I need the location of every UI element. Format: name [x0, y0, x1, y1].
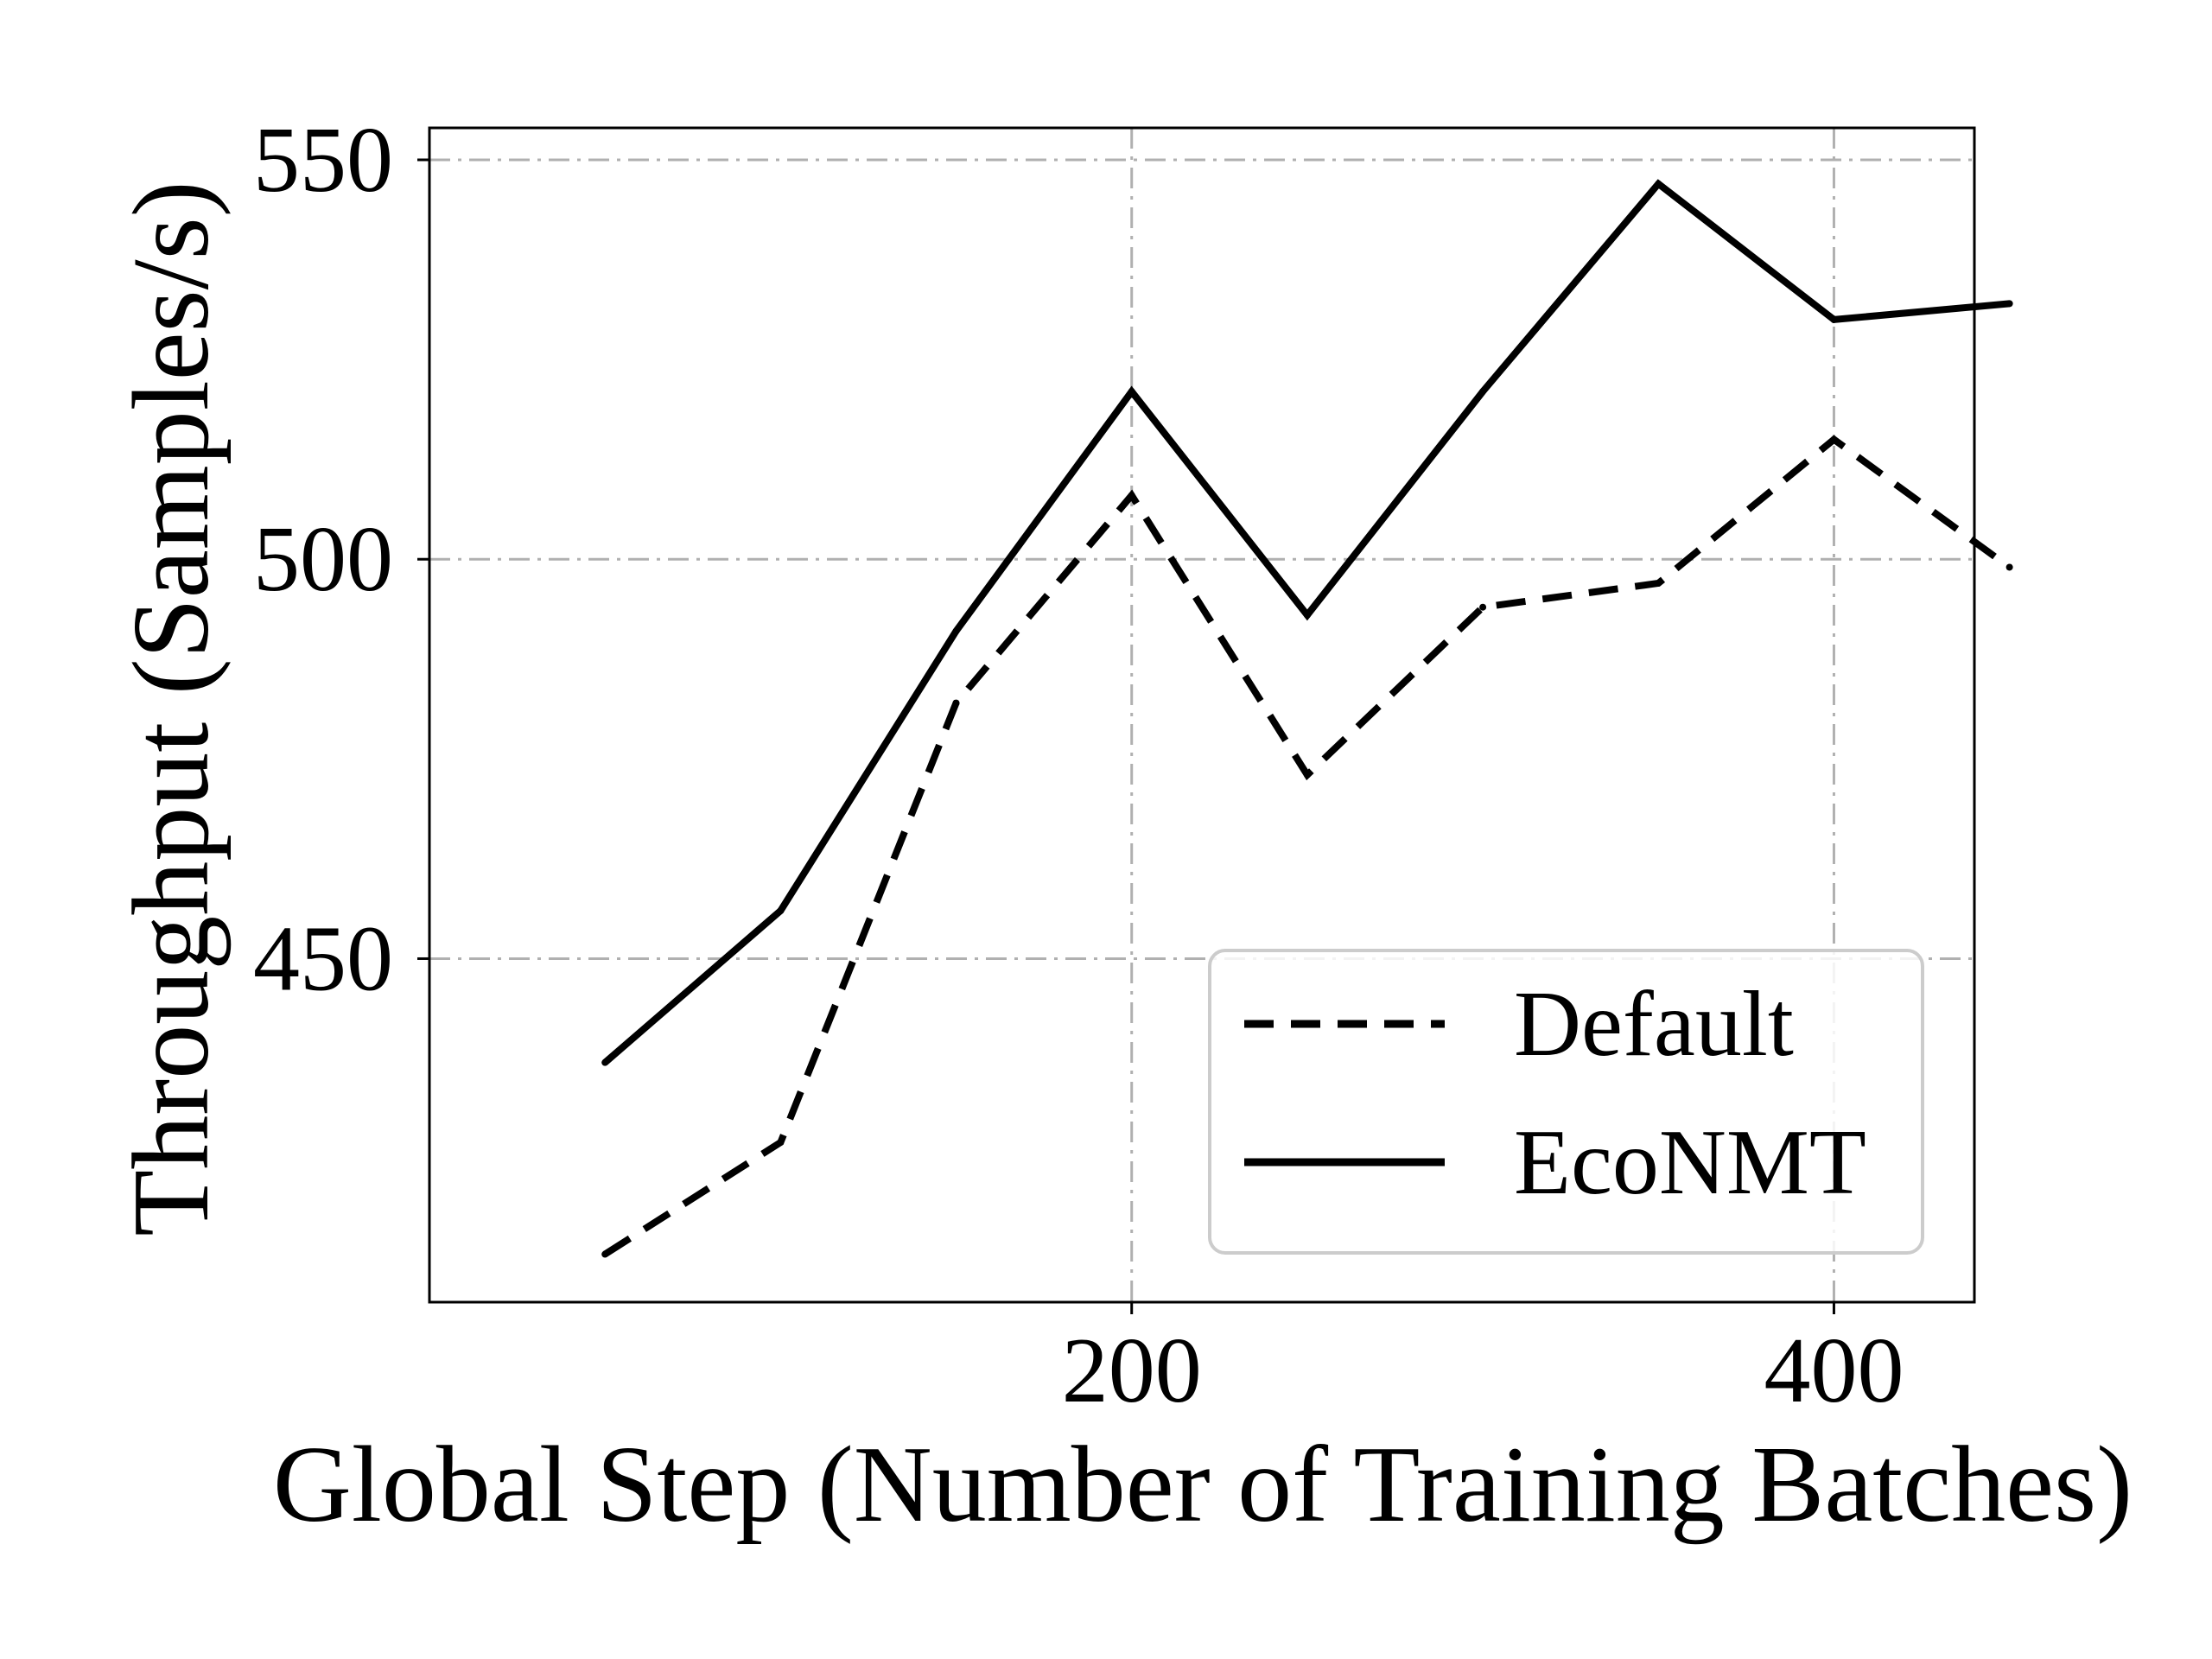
data-point-default — [1479, 603, 1487, 611]
data-point-econmt — [1830, 315, 1838, 323]
x-axis-title: Global Step (Number of Training Batches) — [273, 1425, 2133, 1545]
y-tick-label: 450 — [253, 907, 393, 1010]
grid-lines — [429, 128, 1974, 1302]
axis-ticks: 200 400 450 500 550 — [253, 109, 1904, 1422]
data-point-default — [1303, 771, 1311, 779]
legend-label-default: Default — [1514, 973, 1794, 1076]
y-tick-label: 550 — [253, 109, 393, 212]
legend-label-econmt: EcoNMT — [1514, 1111, 1866, 1214]
y-axis-title: Throughput (Samples/s) — [111, 181, 232, 1236]
data-point-econmt — [1479, 388, 1487, 396]
data-point-econmt — [601, 1058, 609, 1066]
data-point-default — [952, 699, 960, 707]
data-point-default — [1128, 492, 1135, 499]
legend: Default EcoNMT — [1208, 949, 1924, 1255]
x-tick-label: 200 — [1062, 1319, 1202, 1422]
y-tick-label: 500 — [253, 508, 393, 611]
data-point-econmt — [1128, 388, 1135, 396]
data-point-econmt — [1303, 611, 1311, 619]
data-point-default — [1655, 579, 1662, 587]
data-point-default — [777, 1139, 785, 1147]
data-point-econmt — [2005, 300, 2013, 308]
data-point-econmt — [777, 907, 785, 914]
data-point-default — [601, 1250, 609, 1258]
data-point-default — [1830, 435, 1838, 443]
data-point-default — [2005, 563, 2013, 571]
series-lines — [601, 179, 2013, 1258]
data-point-econmt — [1655, 180, 1662, 188]
x-tick-label: 400 — [1764, 1319, 1904, 1422]
data-point-econmt — [952, 627, 960, 635]
series-line-econmt — [602, 179, 2010, 1065]
plot-frame — [428, 126, 1976, 1304]
